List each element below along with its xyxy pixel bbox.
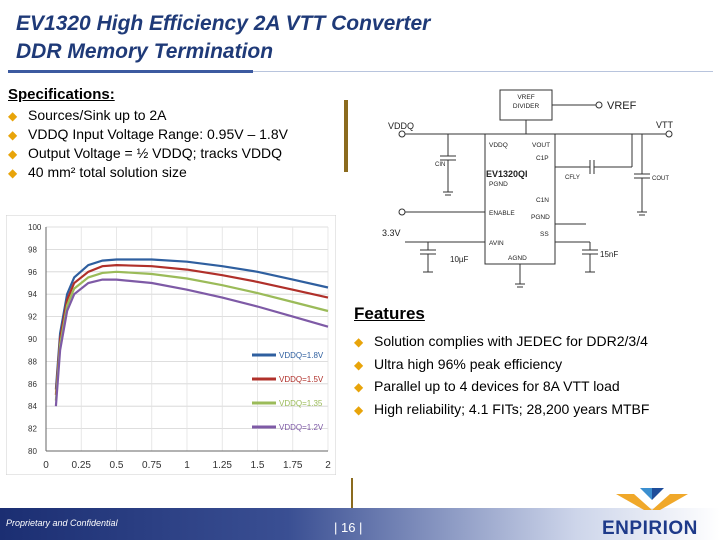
chart-gridlines [45, 226, 329, 452]
enpirion-logo-icon [616, 488, 688, 510]
cin-label: CIN [435, 162, 445, 168]
x-tick-label: 0.75 [142, 460, 162, 471]
x-tick-label: 1.25 [213, 460, 233, 471]
y-tick-labels: 80 82 84 86 88 90 92 94 96 98 100 [28, 223, 42, 456]
y-tick-label: 80 [28, 447, 37, 456]
accent-divider [344, 100, 348, 172]
series-line [54, 278, 329, 407]
y-tick-label: 90 [28, 335, 37, 344]
vref-divider-label: VREF DIVIDER [513, 94, 540, 110]
cap-15nf-label: 15nF [600, 250, 618, 259]
footer-bar [0, 508, 720, 540]
spec-text: VDDQ Input Voltage Range: 0.95V – 1.8V [28, 126, 288, 142]
y-tick-label: 82 [28, 425, 37, 434]
spec-item: ◆ VDDQ Input Voltage Range: 0.95V – 1.8V [8, 125, 288, 144]
x-tick-labels: 0 0.25 0.5 0.75 1 1.25 1.5 1.75 2 [43, 460, 331, 471]
legend-label: VDDQ=1.8V [279, 351, 324, 360]
pin-pgnd-right: PGND [531, 214, 550, 221]
accent-divider-bottom [351, 478, 353, 526]
y-tick-label: 84 [28, 402, 37, 411]
confidential-label: Proprietary and Confidential [6, 518, 118, 528]
y-tick-label: 94 [28, 290, 37, 299]
spec-text: 40 mm² total solution size [28, 164, 187, 180]
cout-label: COUT [652, 176, 669, 182]
slide-title: EV1320 High Efficiency 2A VTT Converter … [16, 10, 430, 66]
vref-label: VREF [607, 100, 637, 112]
spec-item: ◆ Output Voltage = ½ VDDQ; tracks VDDQ [8, 144, 288, 163]
features-heading: Features [354, 304, 425, 323]
y-tick-label: 96 [28, 268, 37, 277]
pin-pgnd-left: PGND [489, 181, 508, 188]
feature-item: ◆ Parallel up to 4 devices for 8A VTT loa… [354, 375, 649, 398]
specs-heading: Specifications: [8, 86, 115, 103]
x-tick-label: 1 [184, 460, 190, 471]
diamond-bullet-icon: ◆ [354, 402, 364, 417]
cap-10uf-label: 10µF [450, 255, 469, 264]
y-tick-label: 86 [28, 380, 37, 389]
diamond-bullet-icon: ◆ [8, 166, 18, 180]
feature-text: Ultra high 96% peak efficiency [374, 355, 563, 372]
diamond-bullet-icon: ◆ [8, 147, 18, 161]
chart-legend: VDDQ=1.8V VDDQ=1.5V VDDQ=1.35 VDDQ=1.2V [252, 351, 324, 432]
y-tick-label: 92 [28, 313, 37, 322]
feature-text: Parallel up to 4 devices for 8A VTT load [374, 378, 620, 394]
vtt-label: VTT [656, 120, 674, 130]
y-tick-label: 98 [28, 245, 37, 254]
chip-name: EV1320QI [486, 169, 528, 179]
feature-text: High reliability; 4.1 FITs; 28,200 years… [374, 400, 650, 417]
pin-enable: ENABLE [489, 210, 515, 217]
legend-label: VDDQ=1.2V [279, 423, 324, 432]
feature-item: ◆ Solution complies with JEDEC for DDR2/3… [354, 330, 649, 353]
pin-vout: VOUT [532, 142, 550, 149]
x-tick-label: 2 [325, 460, 331, 471]
feature-text: Solution complies with JEDEC for DDR2/3/… [374, 333, 648, 349]
v33-label: 3.3V [382, 228, 401, 238]
series-line [54, 258, 329, 390]
spec-item: ◆ Sources/Sink up to 2A [8, 106, 288, 125]
chart-series [54, 258, 329, 407]
x-tick-label: 0.5 [110, 460, 124, 471]
title-divider [253, 71, 713, 72]
feature-item: ◆ Ultra high 96% peak efficiency [354, 353, 649, 376]
legend-label: VDDQ=1.5V [279, 375, 324, 384]
pin-avin: AVIN [489, 240, 504, 247]
x-tick-label: 1.5 [251, 460, 265, 471]
y-tick-label: 100 [28, 223, 42, 232]
y-tick-label: 88 [28, 357, 37, 366]
diamond-bullet-icon: ◆ [354, 335, 364, 349]
specs-list: ◆ Sources/Sink up to 2A ◆ VDDQ Input Volta… [8, 106, 288, 182]
legend-label: VDDQ=1.35 [279, 399, 323, 408]
title-underline [8, 70, 253, 73]
series-line [54, 263, 329, 396]
diamond-bullet-icon: ◆ [8, 109, 18, 123]
vddq-label: VDDQ [388, 121, 414, 131]
title-line-1: EV1320 High Efficiency 2A VTT Converter [16, 12, 431, 35]
diamond-bullet-icon: ◆ [354, 357, 364, 372]
x-tick-label: 0.25 [72, 460, 92, 471]
cfly-label: CFLY [565, 175, 580, 181]
pin-c1p: C1P [536, 155, 549, 162]
diamond-bullet-icon: ◆ [354, 380, 364, 394]
pin-ss: SS [540, 231, 549, 238]
title-line-2: DDR Memory Termination [16, 40, 274, 63]
feature-item: ◆ High reliability; 4.1 FITs; 28,200 year… [354, 398, 649, 421]
pin-agnd: AGND [508, 255, 527, 262]
page-number: | 16 | [334, 520, 363, 535]
series-line [54, 270, 329, 401]
pin-c1n: C1N [536, 197, 549, 204]
diamond-bullet-icon: ◆ [8, 128, 18, 142]
spec-text: Output Voltage = ½ VDDQ; tracks VDDQ [28, 145, 283, 161]
enpirion-logo-text: ENPIRION [602, 518, 698, 539]
x-tick-label: 1.75 [283, 460, 303, 471]
spec-text: Sources/Sink up to 2A [28, 107, 167, 123]
circuit-schematic: VREF DIVIDER VREF VDDQ VTT 3.3V CIN CFLY … [382, 89, 674, 288]
efficiency-chart: 80 82 84 86 88 90 92 94 96 98 100 0 0.25 0.5 0.75 1 1.2… [6, 215, 336, 475]
pin-vddq: VDDQ [489, 142, 508, 149]
features-list: ◆ Solution complies with JEDEC for DDR2/3… [354, 330, 649, 420]
spec-item: ◆ 40 mm² total solution size [8, 163, 288, 182]
x-tick-label: 0 [43, 460, 49, 471]
